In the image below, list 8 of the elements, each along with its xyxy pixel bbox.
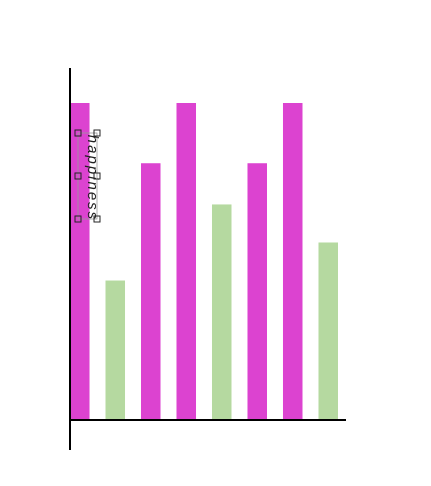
bar xyxy=(140,163,161,420)
bar xyxy=(105,280,126,420)
bar xyxy=(318,242,338,420)
bar xyxy=(282,103,303,420)
bar xyxy=(176,103,196,420)
y-axis-title: happiness xyxy=(84,134,102,222)
bar xyxy=(247,163,268,420)
bar xyxy=(212,204,232,420)
